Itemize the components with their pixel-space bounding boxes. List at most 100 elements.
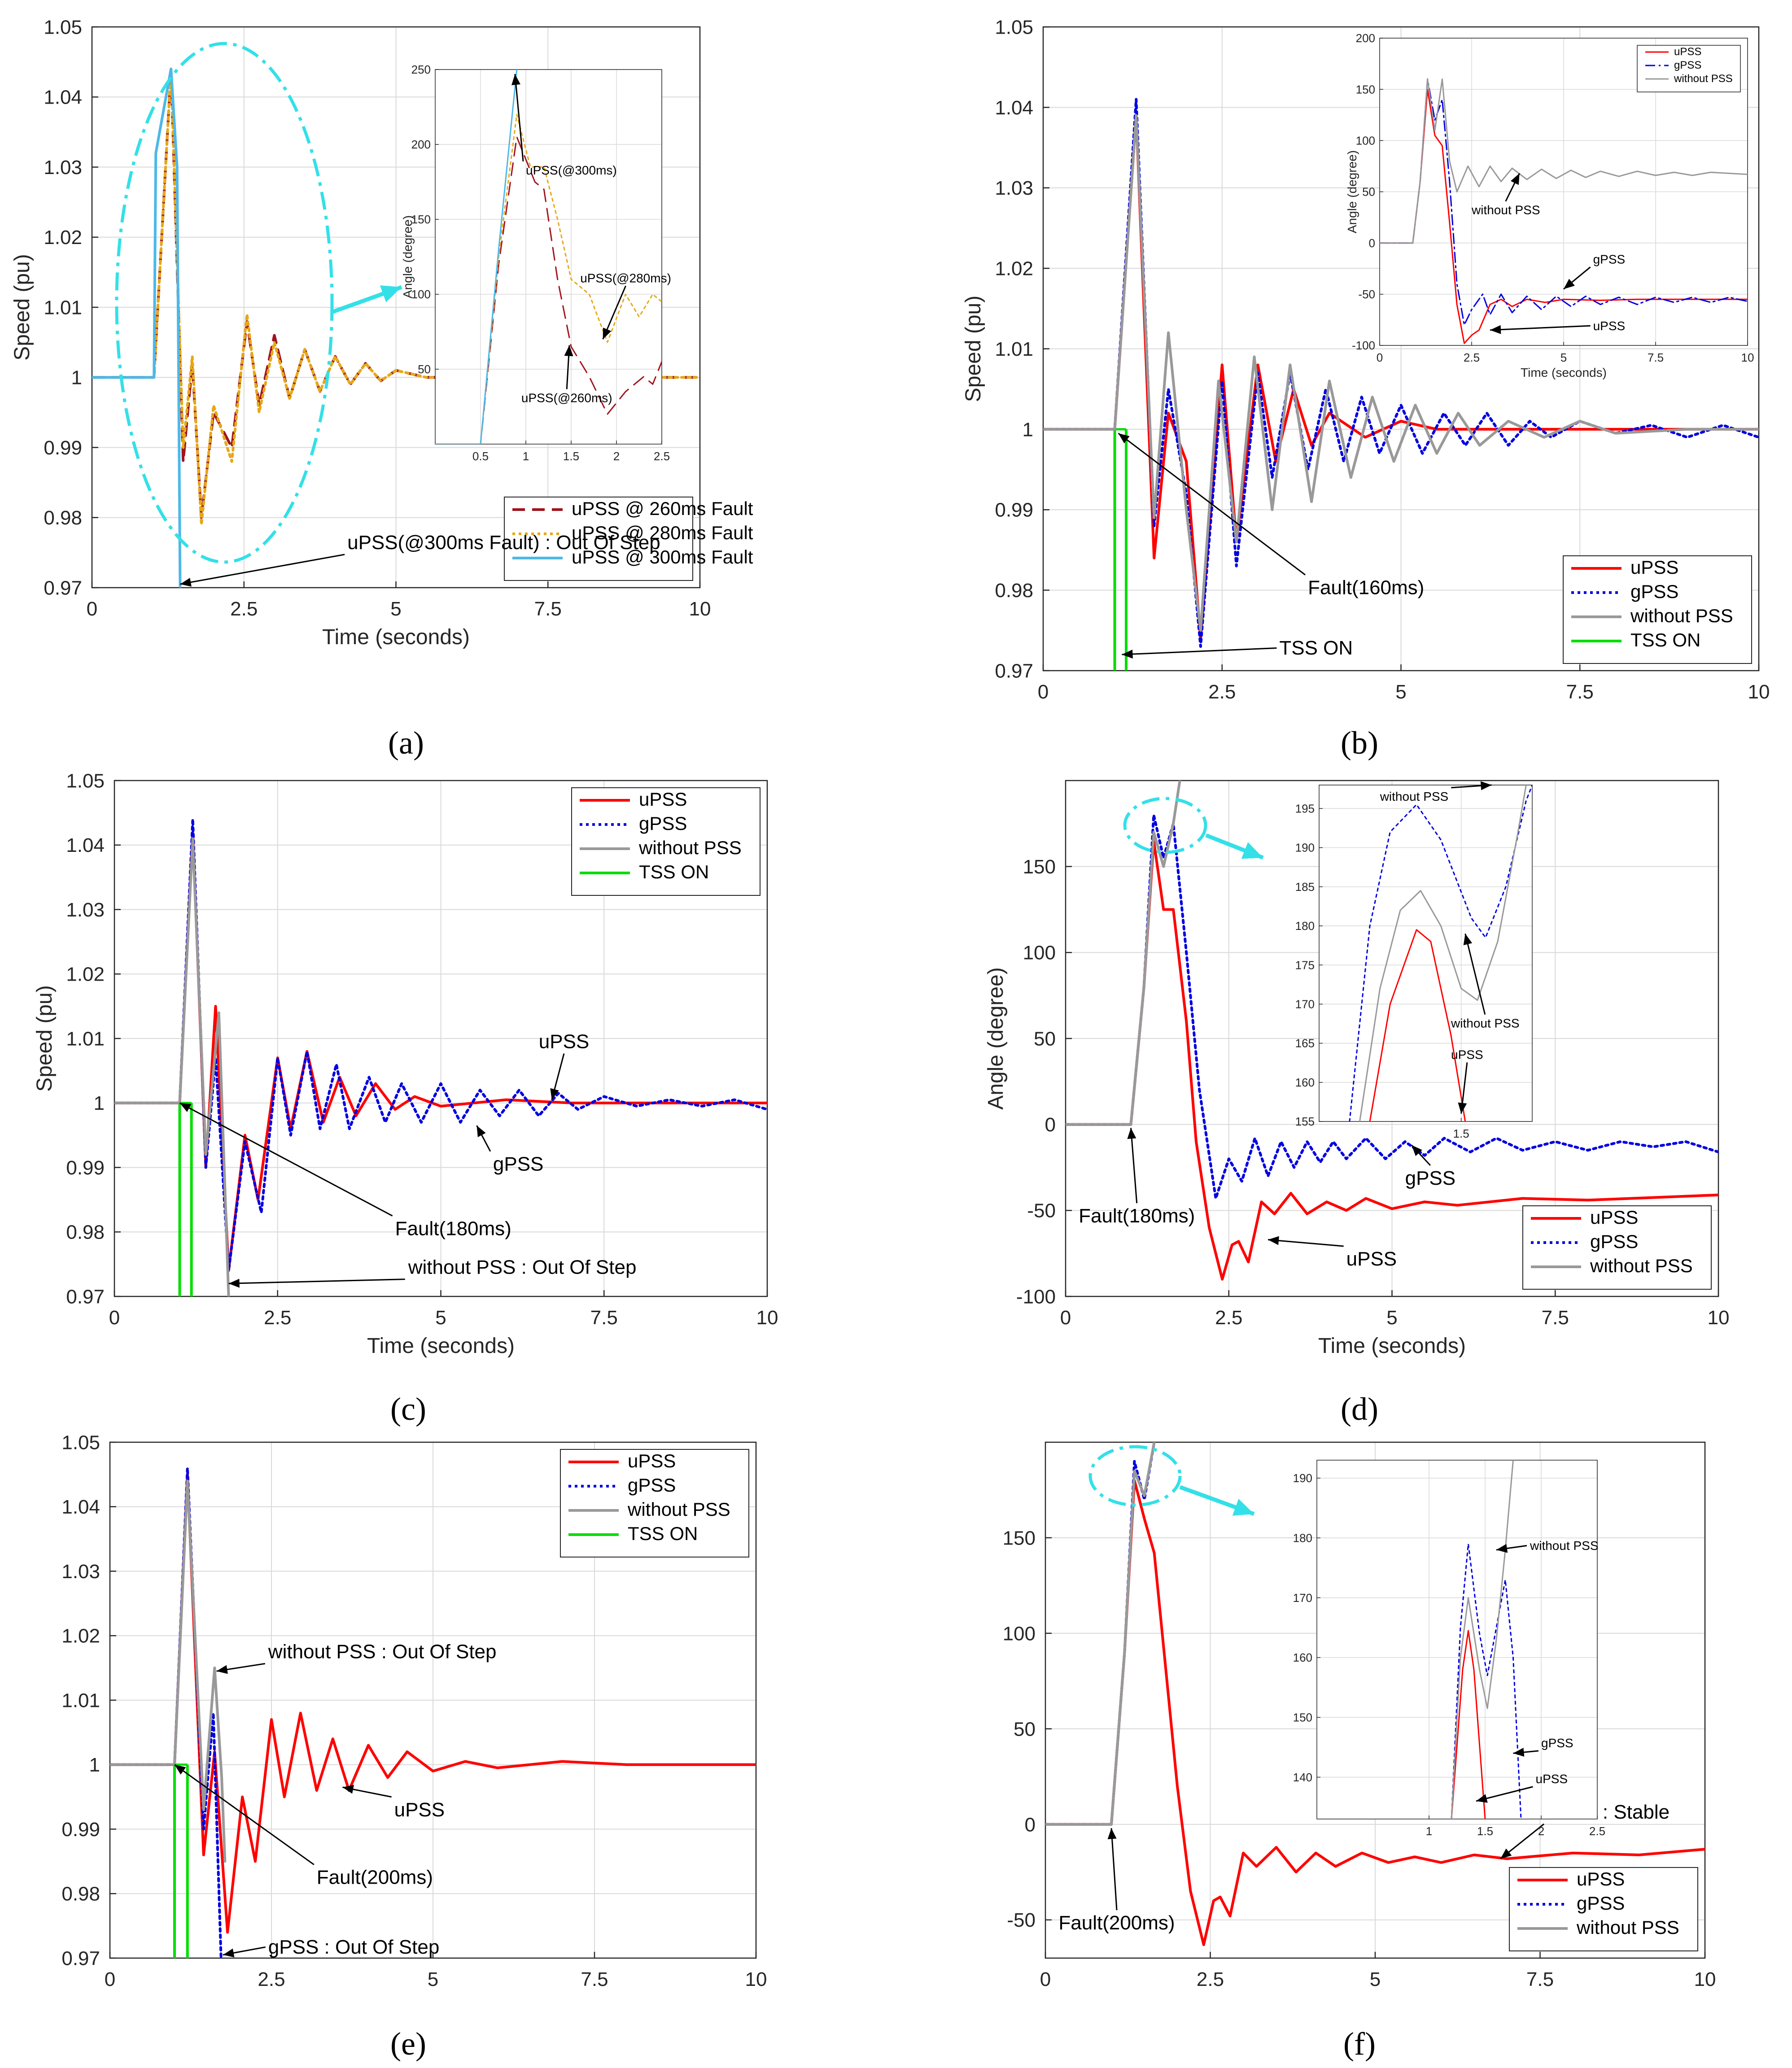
chart-f-inset-annotation-2: gPSS — [1541, 1736, 1573, 1750]
chart-f-legend-entry-2: gPSS — [1577, 1893, 1625, 1914]
chart-c-x-tick-label-2: 2.5 — [264, 1307, 291, 1329]
chart-e-annotation-4: gPSS : Out Of Step — [268, 1936, 440, 1958]
chart-a-inset: 0.5 1 1.5 2 2.5 50 100 150 200 250 Angle (degree) u… — [401, 63, 671, 463]
chart-c-annotation-arrow-1-head — [550, 1088, 559, 1100]
chart-f-inset-y-tick-label-1: 140 — [1293, 1771, 1312, 1784]
chart-e-legend-entry-1: uPSS — [628, 1450, 676, 1471]
chart-c-x-axis-title: Time (seconds) — [367, 1334, 515, 1358]
chart-f-annotation-arrow-1-head — [1500, 1848, 1512, 1859]
chart-e-annotation-arrow-3-shaft — [174, 1764, 315, 1865]
chart-b-y-tick-label-9: 1.05 — [995, 16, 1033, 38]
chart-b-inset-annotation-1: without PSS — [1471, 203, 1540, 217]
chart-e-annotation-arrow-3-head — [175, 1764, 186, 1775]
chart-d-inset-plot-area — [1319, 785, 1532, 1121]
chart-b-legend-entry-4: TSS ON — [1630, 629, 1700, 650]
chart-a-highlight-arrow-head — [380, 285, 402, 302]
chart-f-legend-entry-1: uPSS — [1577, 1868, 1625, 1889]
chart-a-inset-x-tick-label-3: 1.5 — [563, 449, 579, 463]
chart-e-annotation-arrow-1-head — [216, 1665, 228, 1674]
chart-b-inset-y-tick-label-1: -100 — [1352, 339, 1375, 352]
chart-c-annotation-arrow-4-head — [228, 1278, 240, 1288]
chart-b-y-tick-label-6: 1.02 — [995, 258, 1033, 280]
chart-b-legend-entry-3: without PSS — [1630, 605, 1733, 626]
chart-e-annotation-1: without PSS : Out Of Step — [268, 1641, 497, 1663]
chart-d-inset-y-tick-label-3: 165 — [1295, 1037, 1315, 1050]
chart-d-inset: 1.5 155 160 165 170 175 180 185 190 195 without PS… — [1295, 781, 1533, 1140]
chart-c-x-tick-label-4: 7.5 — [590, 1307, 618, 1329]
chart-b-inset-y-tick-label-5: 100 — [1356, 134, 1375, 147]
chart-d-x-tick-label-3: 5 — [1386, 1307, 1397, 1329]
chart-c-y-tick-label-6: 1.02 — [66, 964, 105, 986]
chart-c-y-tick-label-1: 0.97 — [66, 1286, 105, 1308]
chart-d-y-tick-label-3: 0 — [1045, 1114, 1056, 1136]
chart-f-series-3 — [1045, 1442, 1156, 1826]
chart-b-inset-y-tick-label-7: 200 — [1356, 31, 1375, 45]
chart-e-panel-label: (e) — [390, 2026, 426, 2062]
chart-f-y-tick-label-2: 0 — [1025, 1814, 1036, 1836]
chart-c-y-tick-label-3: 0.99 — [66, 1157, 105, 1179]
chart-b-annotation-arrow-1-head — [1118, 433, 1130, 444]
chart-a-inset-annotation-1: uPSS(@300ms) — [526, 163, 617, 177]
chart-f-inset-y-tick-label-5: 180 — [1293, 1531, 1312, 1544]
chart-c-annotation-2: gPSS — [493, 1153, 544, 1175]
chart-b-y-tick-label-7: 1.03 — [995, 177, 1033, 199]
chart-c-x-tick-label-1: 0 — [109, 1307, 120, 1329]
chart-b-y-tick-label-8: 1.04 — [995, 97, 1033, 119]
chart-c-y-tick-label-9: 1.05 — [66, 770, 105, 792]
chart-e-series-1 — [110, 1473, 756, 1934]
chart-d-x-axis-title: Time (seconds) — [1318, 1334, 1466, 1358]
chart-b-x-tick-label-2: 2.5 — [1208, 681, 1236, 703]
chart-e-y-tick-label-1: 0.97 — [61, 1947, 100, 1969]
chart-f-legend-entry-3: without PSS — [1576, 1917, 1679, 1938]
chart-d-inset-y-tick-label-6: 180 — [1295, 919, 1315, 933]
chart-e-annotation-arrow-2-head — [342, 1784, 354, 1794]
chart-e-y-tick-label-5: 1.01 — [61, 1689, 100, 1711]
chart-e-annotation-arrow-4-head — [223, 1948, 235, 1958]
chart-c-x-tick-label-5: 10 — [756, 1307, 778, 1329]
chart-b-inset-x-tick-label-2: 2.5 — [1464, 351, 1480, 364]
chart-c-annotation-3: Fault(180ms) — [395, 1217, 511, 1239]
chart-d-annotation-arrow-3-shaft — [1268, 1239, 1344, 1247]
chart-a-legend-entry-3: uPSS @ 300ms Fault — [572, 546, 753, 567]
chart-f-inset: 1 1.5 2 2.5 140 150 160 170 180 190 without PSS gPS… — [1293, 1460, 1605, 1838]
chart-d-inset-y-tick-label-4: 170 — [1295, 997, 1315, 1011]
chart-c-panel-label: (c) — [390, 1391, 426, 1427]
chart-f-annotation-2: Fault(200ms) — [1058, 1912, 1175, 1934]
chart-b-inset-x-tick-label-5: 10 — [1741, 351, 1754, 364]
chart-a-inset-y-tick-label-5: 250 — [411, 63, 431, 76]
chart-d-legend-entry-1: uPSS — [1590, 1207, 1638, 1228]
chart-d-annotation-arrow-1-shaft — [1130, 1128, 1138, 1204]
chart-a-inset-y-tick-label-1: 50 — [418, 362, 431, 376]
chart-d-y-tick-label-2: -50 — [1027, 1200, 1056, 1222]
chart-d-inset-series-3 — [1359, 785, 1527, 1121]
chart-f-x-tick-label-2: 2.5 — [1197, 1968, 1224, 1990]
chart-b-y-tick-label-5: 1.01 — [995, 338, 1033, 360]
chart-b-annotation-2: TSS ON — [1279, 637, 1353, 659]
chart-d-y-axis-title: Angle (degree) — [984, 967, 1008, 1110]
chart-d-annotation-3: uPSS — [1346, 1248, 1397, 1270]
chart-d-inset-annotation-arrow-2-shaft — [1464, 934, 1486, 1015]
chart-b-y-tick-label-3: 0.99 — [995, 499, 1033, 521]
chart-f-highlight-arrow-head — [1232, 1499, 1254, 1516]
chart-a-y-tick-label-3: 0.99 — [44, 437, 82, 459]
chart-c-y-tick-label-4: 1 — [94, 1092, 105, 1114]
chart-a-inset-x-tick-label-4: 2 — [613, 449, 620, 463]
chart-b-inset-x-tick-label-1: 0 — [1377, 351, 1383, 364]
chart-d-highlight-ellipse — [1123, 797, 1207, 854]
chart-f-annotation-arrow-2-head — [1107, 1828, 1117, 1839]
chart-f-x-tick-label-5: 10 — [1694, 1968, 1716, 1990]
chart-f-highlight-ellipse — [1088, 1445, 1182, 1507]
chart-d-y-tick-label-6: 150 — [1023, 856, 1056, 878]
chart-b-legend-entry-2: gPSS — [1630, 581, 1678, 602]
chart-f-x-tick-label-4: 7.5 — [1526, 1968, 1554, 1990]
chart-a-x-tick-label-2: 2.5 — [230, 598, 258, 620]
chart-c-series-2 — [114, 818, 767, 1272]
chart-b-inset-legend-entry-1: uPSS — [1674, 46, 1701, 58]
chart-e-legend-entry-2: gPSS — [628, 1475, 676, 1496]
chart-d-legend-entry-3: without PSS — [1590, 1255, 1693, 1276]
chart-f-inset-x-tick-label-3: 2 — [1538, 1824, 1544, 1838]
chart-b-x-tick-label-1: 0 — [1038, 681, 1049, 703]
chart-e-x-tick-label-4: 7.5 — [581, 1968, 608, 1990]
chart-c-legend-entry-4: TSS ON — [639, 861, 709, 882]
chart-a-inset-x-tick-label-2: 1 — [523, 449, 529, 463]
